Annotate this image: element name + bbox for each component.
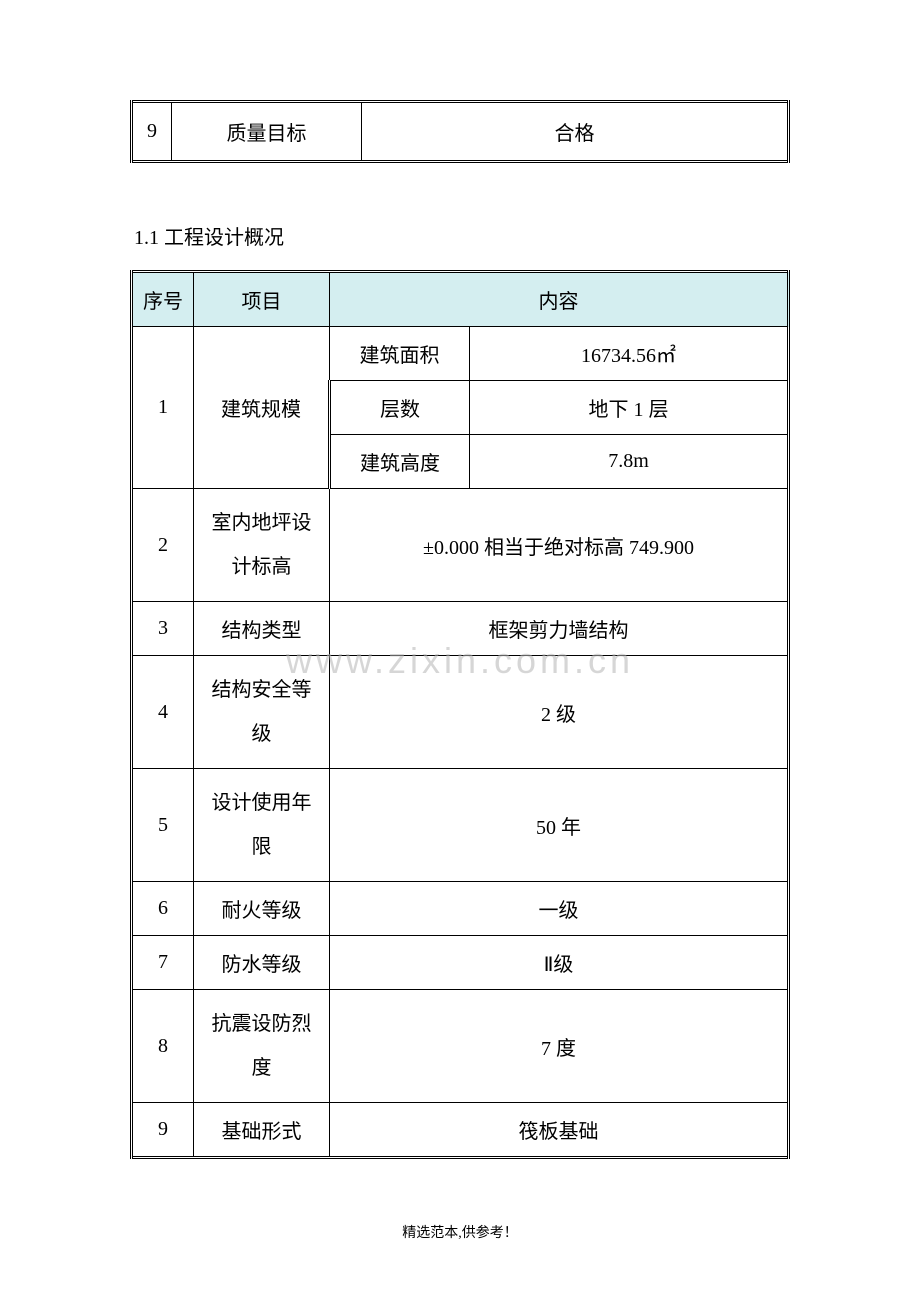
cell-content: Ⅱ级 <box>330 936 789 990</box>
table-design-overview: 序号 项目 内容 1 建筑规模 建筑面积 16734.56㎡ 层数 地下 1 层… <box>130 270 790 1159</box>
cell-subvalue: 7.8m <box>470 435 789 489</box>
table-top: 9 质量目标 合格 <box>130 100 790 163</box>
section-title: 1.1 工程设计概况 <box>130 221 790 250</box>
cell-item: 结构类型 <box>194 602 330 656</box>
cell-subvalue: 16734.56㎡ <box>470 327 789 381</box>
cell-sublabel: 建筑面积 <box>330 327 470 381</box>
table-row: 5 设计使用年限 50 年 <box>132 769 789 882</box>
cell-content: ±0.000 相当于绝对标高 749.900 <box>330 489 789 602</box>
cell-item: 建筑规模 <box>194 327 330 489</box>
header-item: 项目 <box>194 272 330 327</box>
cell-item: 结构安全等级 <box>194 656 330 769</box>
cell-content: 2 级 <box>330 656 789 769</box>
header-content: 内容 <box>330 272 789 327</box>
table-row: 1 建筑规模 建筑面积 16734.56㎡ <box>132 327 789 381</box>
table-row: 9 质量目标 合格 <box>132 102 789 162</box>
cell-num: 8 <box>132 990 194 1103</box>
cell-item: 质量目标 <box>172 102 362 162</box>
cell-num: 9 <box>132 102 172 162</box>
cell-item: 基础形式 <box>194 1103 330 1158</box>
cell-num: 2 <box>132 489 194 602</box>
table-header-row: 序号 项目 内容 <box>132 272 789 327</box>
cell-num: 9 <box>132 1103 194 1158</box>
cell-item: 抗震设防烈度 <box>194 990 330 1103</box>
cell-item: 耐火等级 <box>194 882 330 936</box>
table-row: 7 防水等级 Ⅱ级 <box>132 936 789 990</box>
cell-content: 7 度 <box>330 990 789 1103</box>
cell-num: 5 <box>132 769 194 882</box>
table-row: 9 基础形式 筏板基础 <box>132 1103 789 1158</box>
cell-item: 设计使用年限 <box>194 769 330 882</box>
cell-content: 合格 <box>362 102 789 162</box>
cell-item: 防水等级 <box>194 936 330 990</box>
cell-content: 50 年 <box>330 769 789 882</box>
table-row: 8 抗震设防烈度 7 度 <box>132 990 789 1103</box>
cell-num: 4 <box>132 656 194 769</box>
cell-item: 室内地坪设计标高 <box>194 489 330 602</box>
cell-content: 一级 <box>330 882 789 936</box>
cell-num: 6 <box>132 882 194 936</box>
cell-content: 筏板基础 <box>330 1103 789 1158</box>
cell-subvalue: 地下 1 层 <box>470 381 789 435</box>
header-num: 序号 <box>132 272 194 327</box>
cell-num: 3 <box>132 602 194 656</box>
cell-content: 框架剪力墙结构 <box>330 602 789 656</box>
table-row: 6 耐火等级 一级 <box>132 882 789 936</box>
cell-sublabel: 建筑高度 <box>330 435 470 489</box>
table-row: 3 结构类型 框架剪力墙结构 <box>132 602 789 656</box>
cell-num: 1 <box>132 327 194 489</box>
cell-num: 7 <box>132 936 194 990</box>
table-row: 2 室内地坪设计标高 ±0.000 相当于绝对标高 749.900 <box>132 489 789 602</box>
cell-sublabel: 层数 <box>330 381 470 435</box>
footer-text: 精选范本,供参考！ <box>0 1222 920 1242</box>
table-row: 4 结构安全等级 2 级 <box>132 656 789 769</box>
